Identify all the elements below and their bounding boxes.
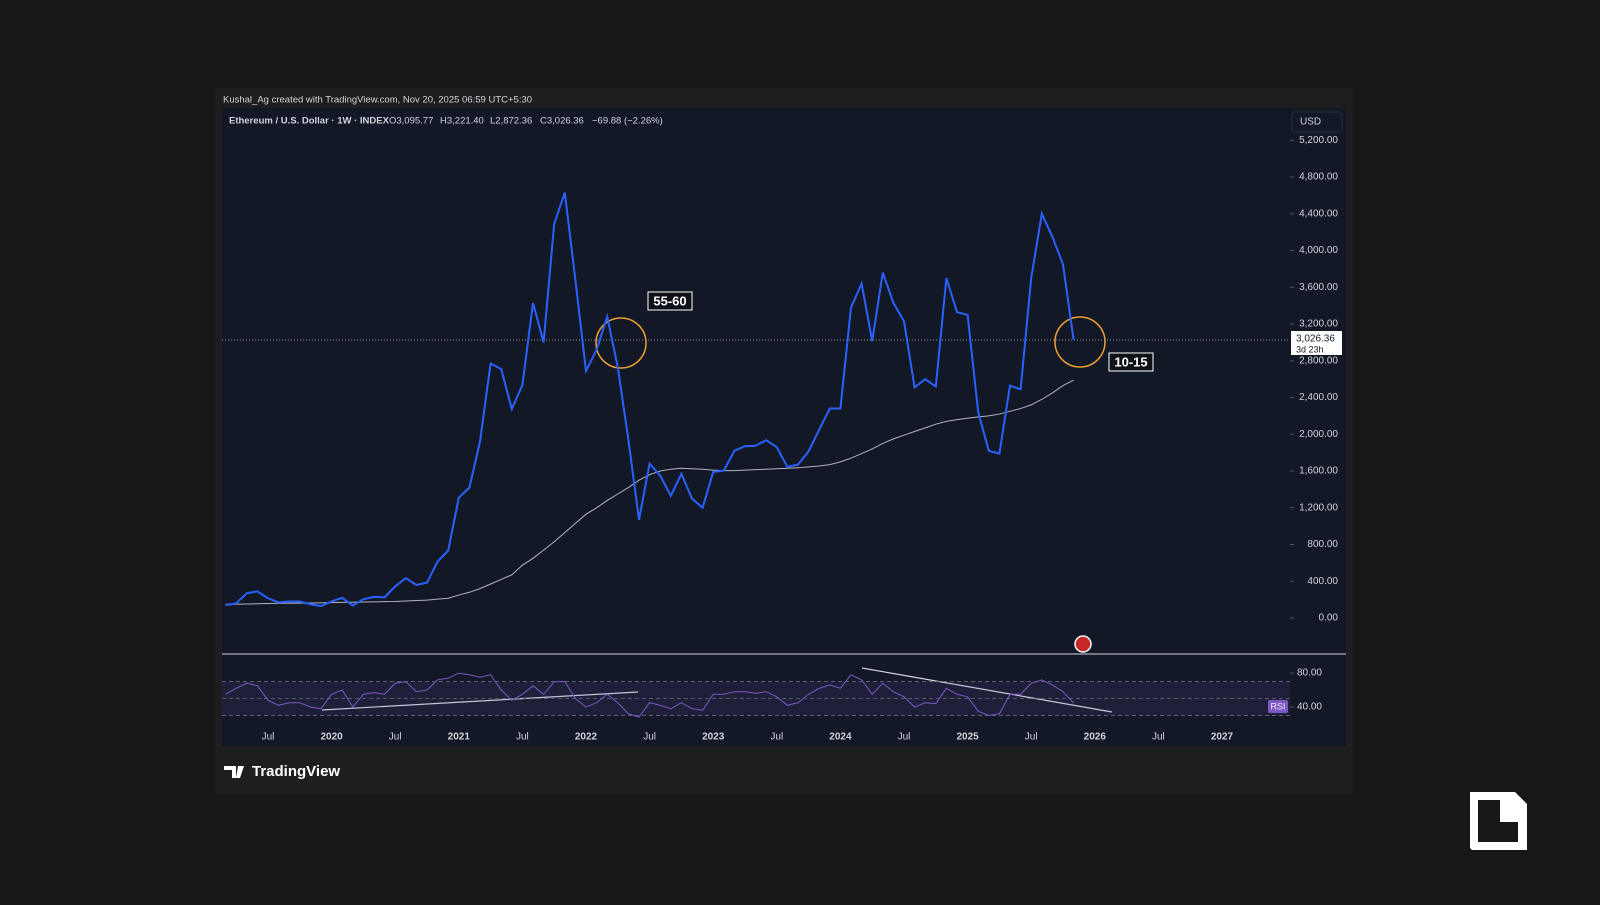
trendline (861, 667, 1113, 713)
rsi-tag (1268, 700, 1288, 713)
currency: USD (1300, 117, 1321, 128)
x-tick-label: 2024 (829, 732, 852, 743)
y-tick-label: 2,400.00 (1299, 392, 1338, 403)
x-tick-label: Jul (1025, 732, 1038, 743)
x-tick-label: Jul (1152, 732, 1165, 743)
x-tick-label: Jul (898, 732, 911, 743)
x-tick-label: 2026 (1084, 732, 1107, 743)
symbol: Ethereum / U.S. Dollar · 1W · INDEX (229, 116, 390, 127)
annotation-box (647, 291, 693, 311)
y-tick-label: 400.00 (1307, 576, 1338, 587)
ohlc-high: H3,221.40 (440, 116, 484, 127)
y-tick-label: 3,200.00 (1299, 319, 1338, 330)
logo: TradingView (252, 763, 340, 780)
x-tick-label: 2020 (320, 732, 343, 743)
line (225, 192, 1075, 608)
x-tick-label: Jul (262, 732, 275, 743)
x-tick-label: 2022 (575, 732, 598, 743)
price-tag-countdown: 3d 23h (1296, 344, 1324, 354)
logo-icon (224, 766, 244, 778)
x-tick-label: 2023 (702, 732, 725, 743)
y-tick-label: 5,200.00 (1299, 135, 1338, 146)
x-tick-label: 2025 (956, 732, 979, 743)
price-tag-value: 3,026.36 (1296, 334, 1335, 345)
ohlc-open: O3,095.77 (389, 116, 433, 127)
y-tick-label: 40.00 (1297, 702, 1322, 713)
ohlc-low: L2,872.36 (490, 116, 532, 127)
y-tick-label: 4,000.00 (1299, 245, 1338, 256)
x-tick-label: Jul (516, 732, 529, 743)
chart-area (222, 108, 1346, 746)
x-tick-label: Jul (389, 732, 402, 743)
event-icon[interactable] (1074, 635, 1092, 653)
credit: Kushal_Ag created with TradingView.com, … (223, 95, 532, 106)
y-tick-label: 1,200.00 (1299, 502, 1338, 513)
rsi-band-fill (222, 681, 1290, 716)
ohlc-change: −69.88 (−2.26%) (592, 116, 663, 127)
x-tick-label: 2021 (448, 732, 471, 743)
y-tick-label: 3,600.00 (1299, 282, 1338, 293)
annotation: 10-15 (1114, 354, 1147, 369)
x-tick-label: 2027 (1211, 732, 1234, 743)
ohlc-close: C3,026.36 (540, 116, 584, 127)
highlight-circle (1054, 316, 1106, 368)
x-tick-label: Jul (643, 732, 656, 743)
y-tick-label: 0.00 (1319, 613, 1339, 624)
trendline (321, 691, 639, 711)
y-tick-label: 4,800.00 (1299, 172, 1338, 183)
y-tick-label: 2,800.00 (1299, 355, 1338, 366)
y-tick-label: 80.00 (1297, 668, 1322, 679)
y-tick-label: 800.00 (1307, 539, 1338, 550)
highlight-circle (595, 317, 647, 369)
annotation: 55-60 (653, 293, 686, 308)
rsi-name: RSI (1270, 701, 1285, 711)
y-tick-label: 2,000.00 (1299, 429, 1338, 440)
watermark (1470, 792, 1527, 850)
y-tick-label: 1,600.00 (1299, 466, 1338, 477)
annotation-box (1108, 352, 1154, 372)
y-tick-label: 4,400.00 (1299, 208, 1338, 219)
x-tick-label: Jul (770, 732, 783, 743)
line (225, 672, 1074, 718)
line (225, 379, 1074, 605)
price-tag (1291, 330, 1342, 355)
currency-box[interactable] (1291, 111, 1343, 133)
